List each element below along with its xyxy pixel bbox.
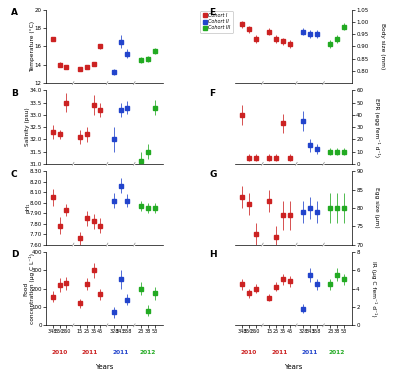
Text: 2012: 2012 xyxy=(329,350,345,355)
Text: B: B xyxy=(11,89,18,98)
Text: 2010: 2010 xyxy=(241,350,257,355)
Text: F: F xyxy=(210,89,216,98)
Y-axis label: IR (μg C fem⁻¹ d⁻¹): IR (μg C fem⁻¹ d⁻¹) xyxy=(371,261,377,316)
Text: Years: Years xyxy=(95,363,114,370)
Text: H: H xyxy=(210,250,217,259)
Text: A: A xyxy=(11,8,18,17)
Text: C: C xyxy=(11,170,18,179)
Text: D: D xyxy=(11,250,18,259)
Y-axis label: pH₁: pH₁ xyxy=(25,203,30,213)
Text: E: E xyxy=(210,8,216,17)
Text: 2011: 2011 xyxy=(302,350,318,355)
Text: 2011: 2011 xyxy=(271,350,288,355)
Y-axis label: Egg size (μm): Egg size (μm) xyxy=(374,187,379,228)
Text: 2011: 2011 xyxy=(82,350,98,355)
Y-axis label: Temperature (°C): Temperature (°C) xyxy=(30,21,35,72)
Text: 2010: 2010 xyxy=(52,350,68,355)
Y-axis label: Food
concentration (μg C L⁻¹): Food concentration (μg C L⁻¹) xyxy=(23,253,35,324)
Y-axis label: Salinity (psu): Salinity (psu) xyxy=(25,108,30,146)
Text: Years: Years xyxy=(284,363,303,370)
Y-axis label: EPR (egg fem⁻¹ d⁻¹): EPR (egg fem⁻¹ d⁻¹) xyxy=(374,97,380,157)
Y-axis label: Body size (mm): Body size (mm) xyxy=(380,23,384,70)
Text: 2011: 2011 xyxy=(112,350,129,355)
Legend: Cohort I, Cohort II, Cohort III: Cohort I, Cohort II, Cohort III xyxy=(200,10,233,33)
Text: G: G xyxy=(210,170,217,179)
Text: 2012: 2012 xyxy=(140,350,156,355)
